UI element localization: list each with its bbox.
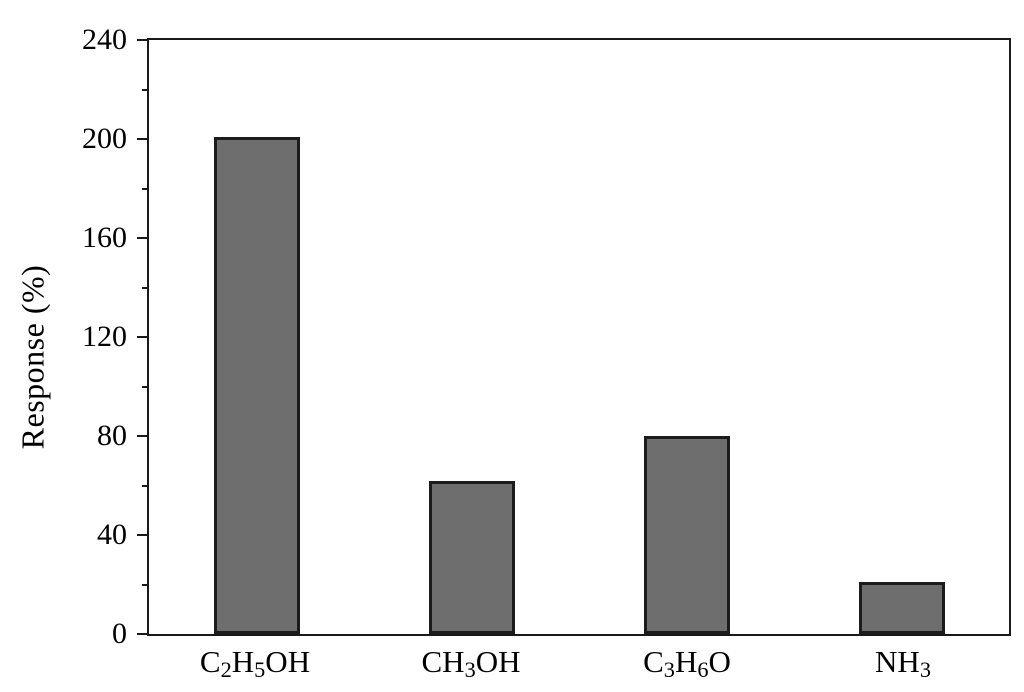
- x-axis-category-label: C2H5OH: [199, 644, 311, 682]
- y-axis-tick-label: 160: [82, 221, 127, 254]
- y-axis-tick-label: 40: [97, 518, 127, 551]
- y-axis-tick-label: 200: [82, 122, 127, 155]
- y-axis-major-tick: [137, 138, 149, 140]
- y-axis-minor-tick: [142, 187, 149, 190]
- y-axis-title: Response (%): [14, 264, 51, 450]
- bar: [643, 436, 730, 634]
- x-axis-labels: C2H5OH CH3OH C3H6O NH3: [147, 644, 1011, 690]
- plot-area: 0 40 80 120 160 200 240: [82, 25, 1011, 649]
- y-axis-minor-tick: [142, 583, 149, 586]
- y-axis-tick-label: 0: [112, 617, 127, 650]
- y-axis-major-tick: [137, 435, 149, 438]
- x-axis-category-label: C3H6O: [643, 644, 731, 682]
- y-axis-major-tick: [137, 237, 149, 240]
- bar: [428, 480, 515, 634]
- y-axis-minor-tick: [142, 484, 149, 487]
- y-axis-tick-label: 240: [82, 23, 127, 56]
- y-axis-minor-tick: [142, 286, 149, 289]
- y-axis-tick-label: 120: [82, 320, 127, 353]
- x-axis-category-label: NH3: [875, 644, 931, 682]
- y-axis-major-tick: [137, 39, 149, 41]
- bar: [858, 582, 945, 634]
- y-axis-minor-tick: [142, 385, 149, 388]
- bar: [213, 136, 300, 634]
- y-axis-major-tick: [137, 534, 149, 537]
- y-axis-major-tick: [137, 633, 149, 635]
- y-axis-tick-label: 80: [97, 419, 127, 452]
- x-axis-category-label: CH3OH: [421, 644, 521, 682]
- y-axis-major-tick: [137, 336, 149, 338]
- y-axis-minor-tick: [142, 88, 149, 91]
